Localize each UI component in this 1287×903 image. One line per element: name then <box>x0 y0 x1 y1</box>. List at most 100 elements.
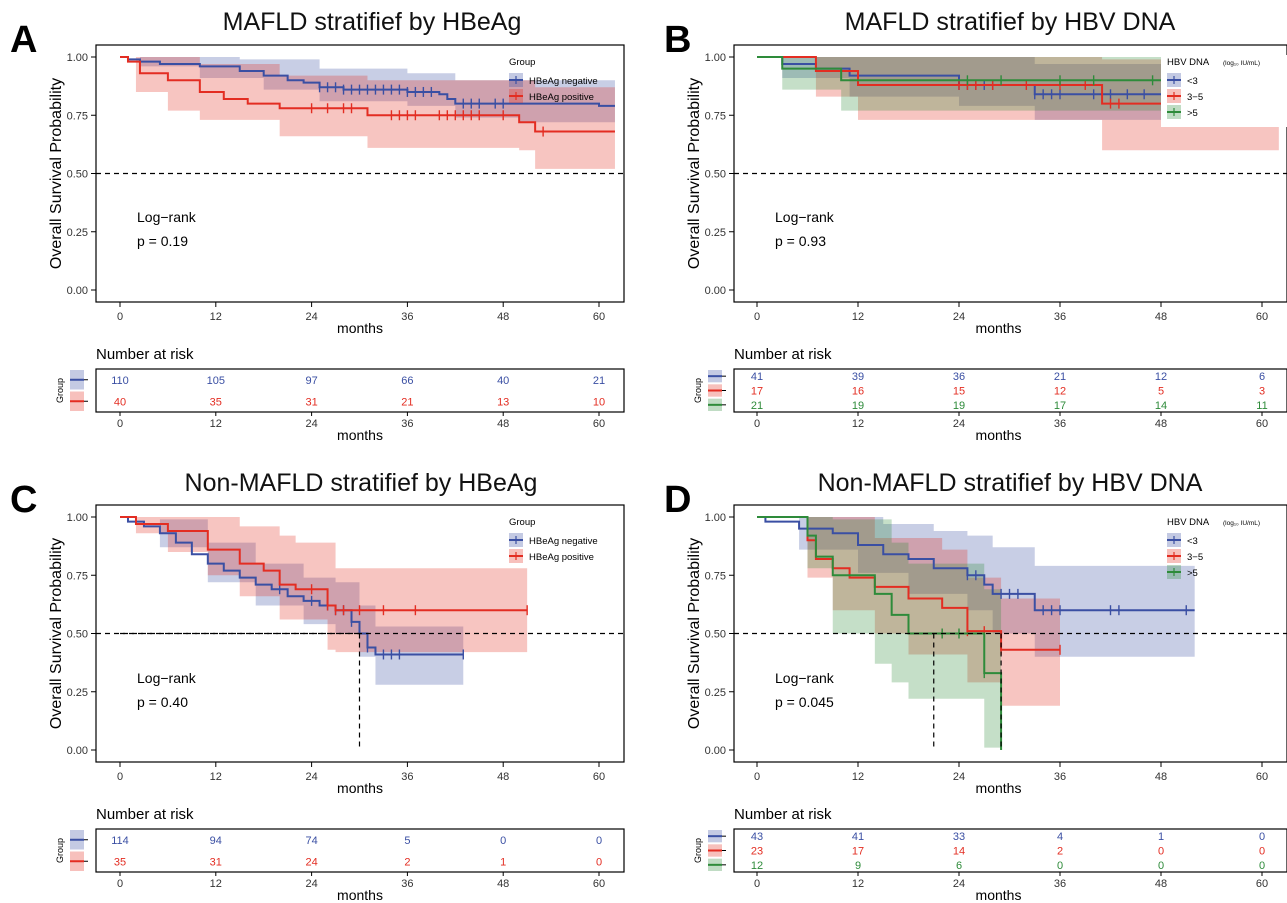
risk-count: 13 <box>497 396 509 408</box>
x-tick-label: 48 <box>497 311 509 323</box>
x-tick-label: 48 <box>1155 311 1167 323</box>
legend-label: 3−5 <box>1187 92 1203 103</box>
x-tick-label: 36 <box>1054 311 1066 323</box>
risk-table-frame <box>733 368 1287 413</box>
risk-x-tick-label: 60 <box>593 878 605 890</box>
risk-count: 12 <box>1054 386 1066 398</box>
risk-count: 21 <box>593 375 605 387</box>
plot-area <box>96 56 624 175</box>
risk-count: 21 <box>751 400 763 412</box>
chart-title: Non-MAFLD stratifief by HBeAg <box>185 469 538 497</box>
risk-count: 12 <box>751 860 763 872</box>
y-tick-label: 0.75 <box>67 110 88 122</box>
risk-table-ylabel: Group <box>693 378 703 403</box>
risk-table-title: Number at risk <box>734 806 832 823</box>
logrank-label: Log−rank <box>137 670 197 686</box>
chart-title: Non-MAFLD stratifief by HBV DNA <box>818 469 1203 497</box>
risk-count: 43 <box>751 831 763 843</box>
legend-label: >5 <box>1187 108 1198 119</box>
risk-count: 16 <box>852 386 864 398</box>
risk-x-tick-label: 24 <box>953 878 965 890</box>
y-tick-label: 0.75 <box>67 570 88 582</box>
risk-count: 19 <box>852 400 864 412</box>
risk-x-tick-label: 24 <box>305 878 317 890</box>
risk-x-tick-label: 24 <box>305 418 317 430</box>
risk-table-ylabel: Group <box>55 838 65 863</box>
y-tick-label: 1.00 <box>705 512 726 524</box>
survival-curve-0 <box>757 516 1195 612</box>
risk-x-tick-label: 48 <box>1155 878 1167 890</box>
legend-label: HBeAg positive <box>529 92 594 103</box>
risk-count: 24 <box>305 856 317 868</box>
risk-x-tick-label: 36 <box>401 878 413 890</box>
risk-table-frame <box>95 368 625 413</box>
risk-count: 40 <box>497 375 509 387</box>
risk-table-title: Number at risk <box>734 346 832 363</box>
risk-count: 40 <box>114 396 126 408</box>
risk-table-ylabel: Group <box>693 838 703 863</box>
x-tick-label: 0 <box>117 771 123 783</box>
y-tick-label: 0.25 <box>705 227 726 239</box>
y-tick-label: 1.00 <box>67 52 88 64</box>
x-tick-label: 60 <box>593 311 605 323</box>
risk-count: 1 <box>1158 831 1164 843</box>
x-tick-label: 0 <box>754 771 760 783</box>
legend-label: <3 <box>1187 76 1198 87</box>
x-axis-label: months <box>976 780 1022 796</box>
legend-label: <3 <box>1187 536 1198 547</box>
survival-curve-1 <box>757 56 1279 105</box>
risk-x-tick-label: 12 <box>210 878 222 890</box>
survival-curve-0 <box>120 56 615 107</box>
legend-unit: (log₁₀ IU/mL) <box>1223 60 1260 67</box>
y-tick-label: 0.50 <box>705 629 726 641</box>
survival-curve-2 <box>757 56 1279 82</box>
legend-label: HBeAg negative <box>529 536 598 547</box>
risk-count: 17 <box>1054 400 1066 412</box>
risk-count: 14 <box>953 846 965 858</box>
risk-count: 6 <box>956 860 962 872</box>
x-tick-label: 36 <box>401 311 413 323</box>
risk-x-tick-label: 0 <box>754 418 760 430</box>
y-tick-label: 0.00 <box>705 285 726 297</box>
risk-count: 35 <box>210 396 222 408</box>
risk-count: 31 <box>210 856 222 868</box>
y-tick-label: 0.00 <box>705 745 726 757</box>
y-tick-label: 0.25 <box>67 687 88 699</box>
risk-count: 0 <box>1259 846 1265 858</box>
ci-band-2 <box>757 57 1279 111</box>
legend-label: 3−5 <box>1187 552 1203 563</box>
risk-count: 114 <box>111 835 129 847</box>
logrank-label: Log−rank <box>775 670 835 686</box>
y-tick-label: 1.00 <box>67 512 88 524</box>
risk-count: 0 <box>596 835 602 847</box>
x-tick-label: 36 <box>401 771 413 783</box>
y-tick-label: 0.25 <box>67 227 88 239</box>
y-axis-label: Overall Survival Probability <box>686 538 703 729</box>
risk-x-tick-label: 36 <box>401 418 413 430</box>
ci-band-2 <box>757 517 1002 748</box>
risk-count: 41 <box>852 831 864 843</box>
survival-curve-2 <box>757 516 1003 750</box>
x-tick-label: 60 <box>1256 311 1268 323</box>
risk-count: 15 <box>953 386 965 398</box>
legend-title: HBV DNA <box>1167 517 1210 528</box>
legend-unit: (log₁₀ IU/mL) <box>1223 520 1260 527</box>
y-tick-label: 0.50 <box>67 169 88 181</box>
risk-x-tick-label: 60 <box>593 418 605 430</box>
x-tick-label: 48 <box>1155 771 1167 783</box>
risk-count: 110 <box>111 375 129 387</box>
y-tick-label: 0.50 <box>705 169 726 181</box>
x-tick-label: 0 <box>117 311 123 323</box>
legend-title: HBV DNA <box>1167 57 1210 68</box>
risk-count: 3 <box>1259 386 1265 398</box>
x-axis-label: months <box>337 780 383 796</box>
plot-area <box>96 516 624 750</box>
risk-count: 0 <box>1158 846 1164 858</box>
risk-x-axis-label: months <box>976 427 1022 443</box>
risk-count: 21 <box>401 396 413 408</box>
risk-x-tick-label: 48 <box>497 418 509 430</box>
logrank-label: Log−rank <box>137 209 197 225</box>
legend-title: Group <box>509 57 535 68</box>
panel-letter: B <box>664 19 691 61</box>
